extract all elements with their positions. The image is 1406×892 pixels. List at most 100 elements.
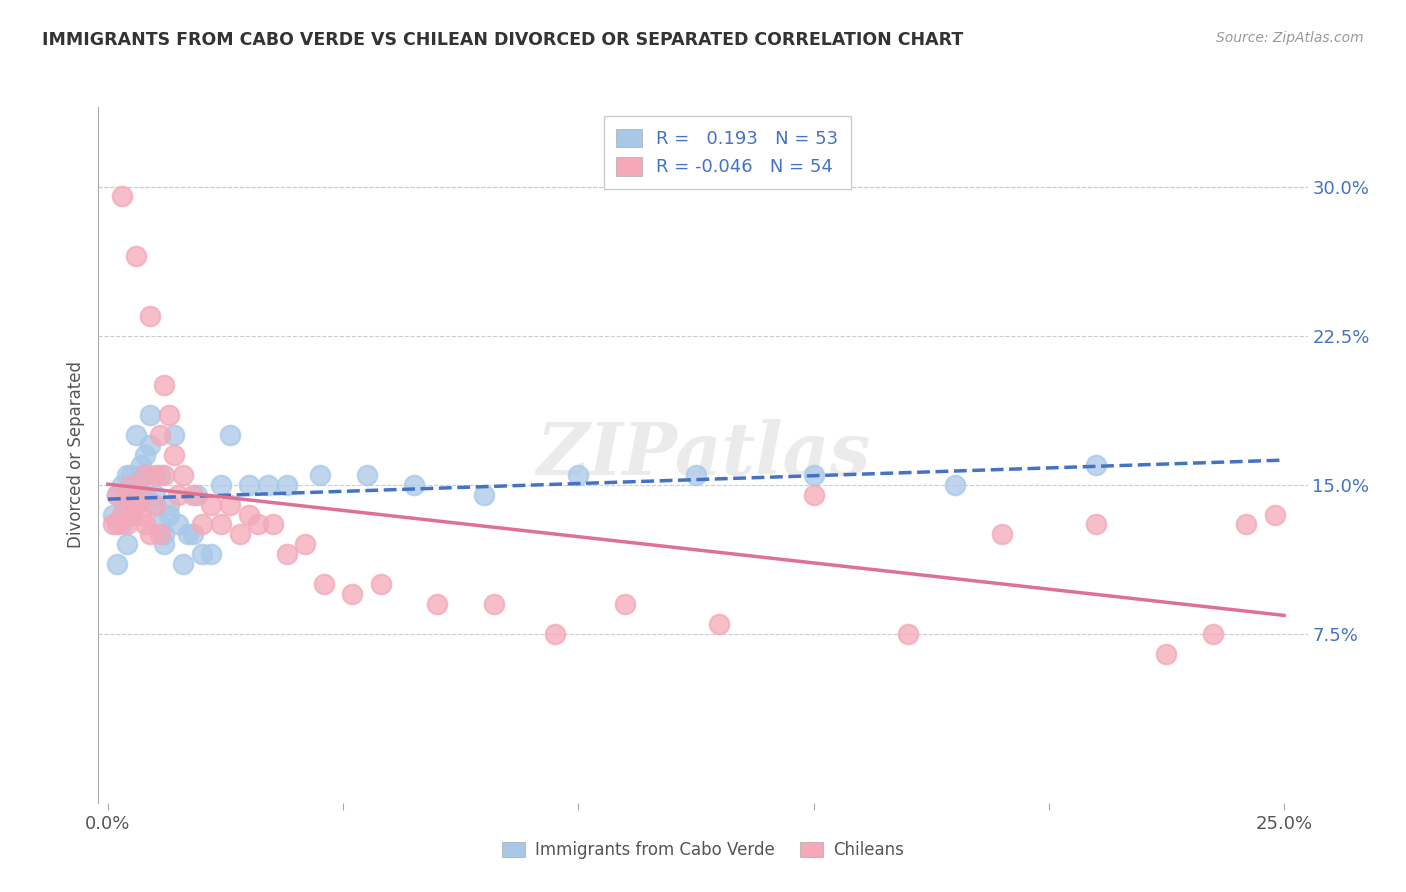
Point (125, 249, 148, 263)
Point (149, 428, 172, 442)
Point (120, 477, 142, 491)
Point (181, 527, 204, 541)
Text: ZIPatlas: ZIPatlas (536, 419, 870, 491)
Point (120, 508, 142, 522)
Point (209, 477, 232, 491)
Point (143, 498, 166, 512)
Point (219, 428, 242, 442)
Point (111, 508, 134, 522)
Point (219, 498, 242, 512)
Point (143, 467, 166, 482)
Point (134, 517, 156, 532)
Point (1202, 627, 1225, 641)
Point (167, 517, 190, 532)
Point (129, 488, 152, 502)
Point (685, 467, 707, 482)
Point (157, 498, 180, 512)
Point (105, 488, 128, 502)
Point (247, 517, 270, 532)
Point (163, 428, 186, 442)
Point (709, 616, 731, 631)
Point (111, 189, 134, 203)
Point (897, 627, 920, 641)
Point (129, 488, 152, 502)
Point (157, 408, 180, 422)
Point (370, 577, 392, 591)
Point (120, 488, 142, 502)
Point (238, 508, 260, 522)
Point (191, 547, 214, 561)
Text: Source: ZipAtlas.com: Source: ZipAtlas.com (1216, 31, 1364, 45)
Point (115, 517, 138, 532)
Point (172, 558, 194, 572)
Point (153, 378, 176, 392)
Point (181, 488, 204, 502)
Point (342, 587, 364, 601)
Point (276, 547, 298, 561)
Point (149, 527, 172, 541)
Point (149, 467, 172, 482)
Point (803, 467, 825, 482)
Point (105, 488, 128, 502)
Point (308, 467, 330, 482)
Point (614, 597, 637, 611)
Point (544, 627, 567, 641)
Point (101, 508, 124, 522)
Point (238, 477, 260, 491)
Point (115, 537, 138, 551)
Point (129, 467, 152, 482)
Point (101, 517, 124, 532)
Point (134, 467, 156, 482)
Point (105, 558, 128, 572)
Point (167, 488, 190, 502)
Legend: Immigrants from Cabo Verde, Chileans: Immigrants from Cabo Verde, Chileans (495, 835, 911, 866)
Point (115, 498, 138, 512)
Point (256, 477, 278, 491)
Point (120, 508, 142, 522)
Point (482, 597, 505, 611)
Point (129, 508, 152, 522)
Point (153, 527, 176, 541)
Point (1084, 458, 1107, 472)
Point (172, 467, 194, 482)
Point (153, 467, 176, 482)
Point (115, 488, 138, 502)
Point (209, 517, 232, 532)
Point (943, 477, 966, 491)
Point (134, 448, 156, 462)
Text: IMMIGRANTS FROM CABO VERDE VS CHILEAN DIVORCED OR SEPARATED CORRELATION CHART: IMMIGRANTS FROM CABO VERDE VS CHILEAN DI… (42, 31, 963, 49)
Point (105, 517, 128, 532)
Point (1084, 517, 1107, 532)
Point (990, 527, 1012, 541)
Point (186, 488, 208, 502)
Point (803, 488, 825, 502)
Point (143, 488, 166, 502)
Point (1234, 517, 1257, 532)
Point (356, 467, 378, 482)
Point (1264, 508, 1286, 522)
Point (567, 467, 589, 482)
Point (134, 488, 156, 502)
Point (153, 537, 176, 551)
Point (200, 547, 222, 561)
Point (143, 498, 166, 512)
Point (111, 517, 134, 532)
Point (111, 508, 134, 522)
Point (294, 537, 316, 551)
Point (125, 428, 148, 442)
Point (125, 498, 148, 512)
Point (314, 577, 336, 591)
Point (125, 477, 148, 491)
Point (191, 517, 214, 532)
Point (177, 527, 200, 541)
Point (129, 458, 152, 472)
Point (472, 488, 495, 502)
Point (111, 477, 134, 491)
Point (228, 527, 250, 541)
Point (149, 517, 172, 532)
Point (1156, 647, 1178, 661)
Point (139, 438, 162, 452)
Legend: R =   0.193   N = 53, R = -0.046   N = 54: R = 0.193 N = 53, R = -0.046 N = 54 (603, 116, 851, 189)
Point (139, 527, 162, 541)
Point (139, 309, 162, 323)
